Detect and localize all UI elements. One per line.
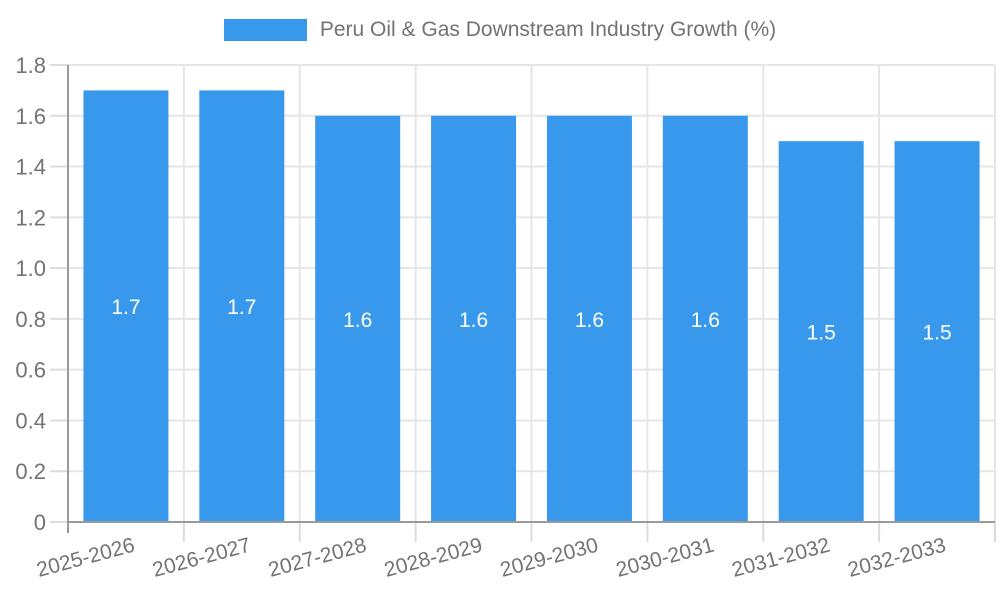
y-tick-label: 1.6	[15, 104, 46, 129]
bar[interactable]	[778, 141, 864, 522]
y-tick-label: 1.4	[15, 155, 46, 180]
chart-legend[interactable]: Peru Oil & Gas Downstream Industry Growt…	[0, 18, 1000, 42]
bar[interactable]	[894, 141, 980, 522]
bar-value-label: 1.6	[575, 309, 604, 332]
bar-value-label: 1.5	[922, 322, 951, 345]
legend-label[interactable]: Peru Oil & Gas Downstream Industry Growt…	[319, 18, 777, 41]
y-tick-label: 0.8	[15, 307, 46, 332]
bar-value-label: 1.7	[227, 296, 256, 319]
bar-value-label: 1.5	[807, 322, 836, 345]
x-tick-label: 2025-2026	[34, 534, 137, 582]
bar[interactable]	[199, 90, 285, 522]
bar[interactable]	[546, 115, 632, 523]
x-tick-label: 2031-2032	[730, 534, 833, 582]
legend-swatch[interactable]	[223, 19, 307, 41]
x-tick-label: 2028-2029	[382, 534, 485, 582]
y-tick-label: 0	[34, 510, 46, 535]
x-tick-label: 2027-2028	[266, 534, 369, 582]
bar[interactable]	[83, 90, 169, 522]
y-tick-label: 1.2	[15, 205, 46, 230]
bar-value-label: 1.6	[691, 309, 720, 332]
y-tick-label: 0.6	[15, 358, 46, 383]
bar[interactable]	[315, 115, 401, 523]
y-tick-label: 1.0	[15, 256, 46, 281]
bar[interactable]	[431, 115, 517, 523]
y-tick-label: 0.4	[15, 408, 46, 433]
bar-value-label: 1.6	[459, 309, 488, 332]
y-tick-label: 0.2	[15, 459, 46, 484]
x-tick-label: 2032-2033	[845, 534, 948, 582]
x-tick-label: 2026-2027	[150, 534, 253, 582]
x-tick-label: 2030-2031	[614, 534, 717, 582]
x-tick-label: 2029-2030	[498, 534, 601, 582]
y-tick-label: 1.8	[15, 53, 46, 78]
bar-value-label: 1.7	[111, 296, 140, 319]
bar-value-label: 1.6	[343, 309, 372, 332]
bar[interactable]	[662, 115, 748, 523]
